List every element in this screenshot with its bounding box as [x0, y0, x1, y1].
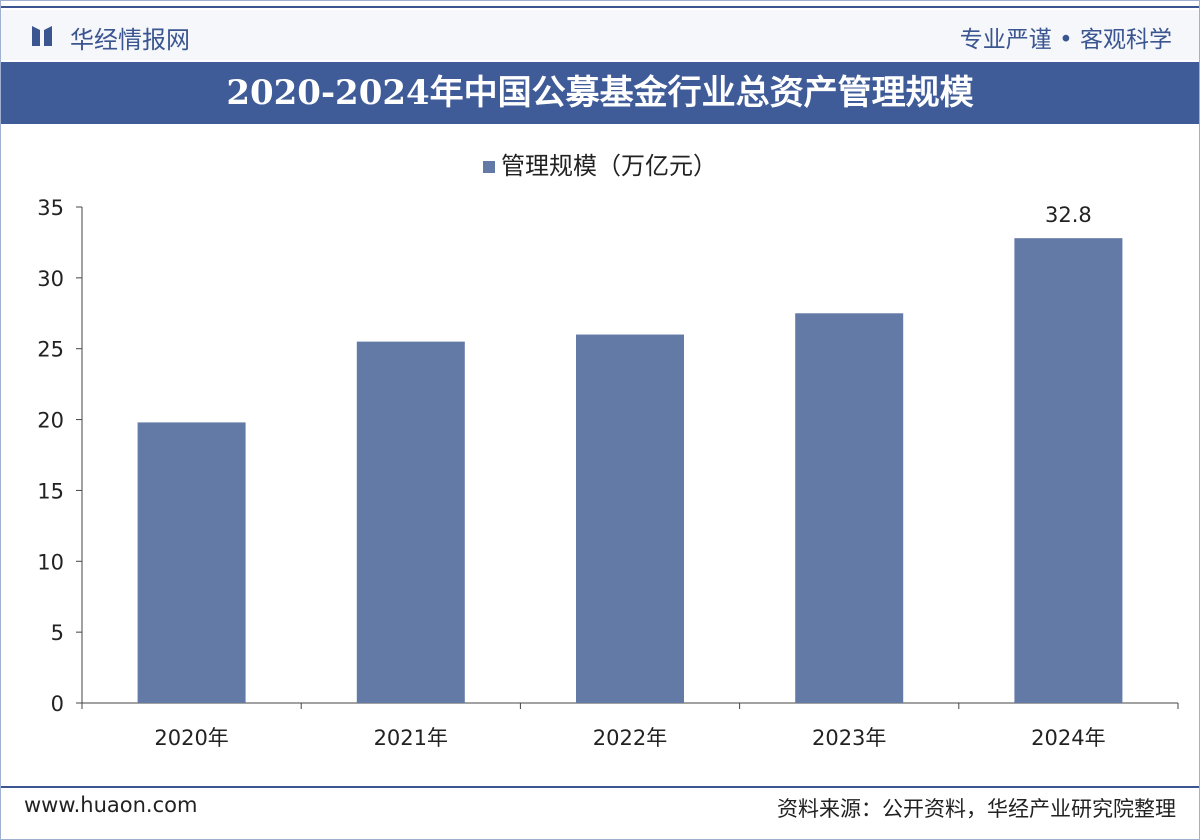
x-tick-label: 2024年 — [1031, 726, 1105, 750]
y-tick-label: 30 — [37, 267, 64, 291]
x-tick-label: 2022年 — [593, 726, 667, 750]
bar-2021年 — [356, 341, 465, 703]
bar-2023年 — [795, 313, 904, 703]
data-label: 32.8 — [1045, 203, 1092, 227]
y-tick-label: 0 — [51, 692, 64, 716]
y-tick-label: 10 — [37, 550, 64, 574]
footer-source: 资料来源：公开资料，华经产业研究院整理 — [777, 797, 1176, 821]
brand-name: 华经情报网 — [70, 26, 190, 54]
bar-2020年 — [137, 422, 246, 703]
slogan: 专业严谨 • 客观科学 — [959, 27, 1172, 53]
footer-rule — [0, 786, 1200, 788]
header: 华经情报网 专业严谨 • 客观科学 — [0, 10, 1200, 60]
y-tick-label: 25 — [37, 338, 64, 362]
legend-swatch — [483, 161, 495, 173]
x-tick-label: 2021年 — [374, 726, 448, 750]
legend: 管理规模（万亿元） — [0, 146, 1200, 181]
bar-2024年 — [1014, 238, 1123, 704]
top-rule — [0, 6, 1200, 8]
legend-label: 管理规模（万亿元） — [501, 152, 717, 180]
y-tick-label: 5 — [51, 621, 64, 645]
y-tick-label: 15 — [37, 479, 64, 503]
y-tick-label: 35 — [37, 196, 64, 220]
bar-2022年 — [576, 334, 684, 703]
chart-title: 2020-2024年中国公募基金行业总资产管理规模 — [0, 62, 1200, 124]
footer-website[interactable]: www.huaon.com — [24, 793, 198, 817]
huajing-logo-icon — [32, 26, 52, 46]
x-tick-label: 2023年 — [812, 726, 886, 750]
x-tick-label: 2020年 — [154, 726, 228, 750]
y-tick-label: 20 — [37, 409, 64, 433]
